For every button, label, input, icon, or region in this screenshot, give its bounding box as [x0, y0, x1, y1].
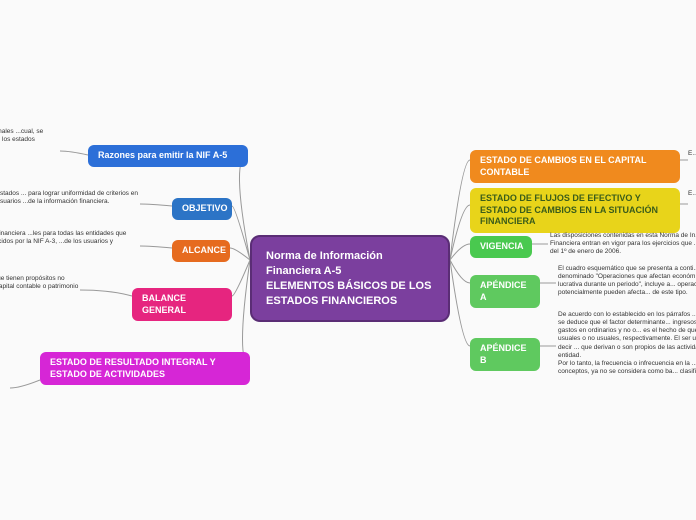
right-desc-3: El cuadro esquemático que se presenta a … — [558, 265, 696, 298]
left-node-1[interactable]: OBJETIVO — [172, 198, 232, 220]
right-node-4[interactable]: APÉNDICE B — [470, 338, 540, 371]
right-node-1[interactable]: ESTADO DE FLUJOS DE EFECTIVO Y ESTADO DE… — [470, 188, 680, 233]
left-desc-2: ...ciones de esta Norma de Información F… — [0, 230, 140, 254]
right-node-3[interactable]: APÉNDICE A — [470, 275, 540, 308]
left-desc-3: ...tido tanto por las entidades ...tidad… — [0, 275, 80, 299]
center-title-line1: Norma de Información Financiera A-5 — [266, 250, 383, 277]
right-desc-2: Las disposiciones contenidas en esta Nor… — [550, 232, 696, 256]
left-node-2[interactable]: ALCANCE — [172, 240, 230, 262]
left-desc-0: ...nciera (NIF) se emite ...rmas Interna… — [0, 128, 60, 152]
left-node-3[interactable]: BALANCE GENERAL — [132, 288, 232, 321]
right-node-0[interactable]: ESTADO DE CAMBIOS EN EL CAPITAL CONTABLE — [470, 150, 680, 183]
left-desc-1: ...elementos básicos que conforman los e… — [0, 190, 140, 206]
center-title-line2: ELEMENTOS BÁSICOS DE LOS ESTADOS FINANCI… — [266, 280, 431, 307]
right-node-2[interactable]: VIGENCIA — [470, 236, 532, 258]
center-node[interactable]: Norma de Información Financiera A-5 ELEM… — [250, 235, 450, 322]
right-desc-4: De acuerdo con lo establecido en los pár… — [558, 311, 696, 376]
left-node-0[interactable]: Razones para emitir la NIF A-5 — [88, 145, 248, 167]
right-desc-0: E... y... — [688, 150, 696, 158]
right-desc-1: E... c... lu... y... — [688, 190, 696, 198]
left-node-4[interactable]: ESTADO DE RESULTADO INTEGRAL Y ESTADO DE… — [40, 352, 250, 385]
